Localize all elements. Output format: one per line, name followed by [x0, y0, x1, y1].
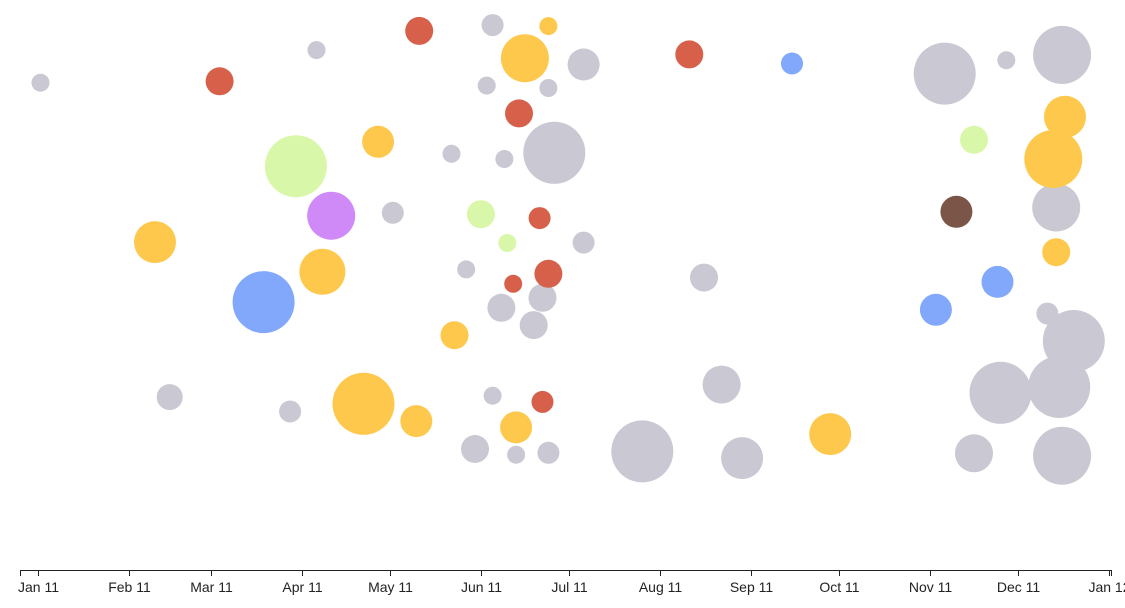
- bubble-point: [505, 99, 533, 128]
- bubble-point: [332, 372, 395, 435]
- bubble-point: [919, 293, 952, 326]
- bubble-point: [960, 125, 988, 154]
- bubble-point: [567, 48, 600, 81]
- bubble-point: [997, 51, 1016, 70]
- x-tick-label: Jan 12: [1088, 579, 1125, 595]
- x-tick-label: Mar 11: [190, 579, 233, 595]
- bubble-point: [299, 248, 346, 295]
- bubbles: [31, 14, 1105, 485]
- bubble-point: [400, 405, 433, 438]
- bubble-point: [498, 234, 517, 252]
- bubble-point: [500, 34, 549, 83]
- bubble-point: [232, 271, 295, 334]
- bubble-point: [1033, 25, 1092, 84]
- x-tick-label: Feb 11: [108, 579, 151, 595]
- bubble-point: [500, 411, 533, 444]
- bubble-point: [461, 435, 489, 463]
- bubble-point: [1033, 426, 1092, 485]
- bubble-point: [534, 259, 563, 288]
- bubble-point: [504, 274, 523, 293]
- bubble-point: [156, 384, 183, 411]
- bubble-point: [572, 231, 595, 254]
- x-tick-label: Sep 11: [730, 579, 774, 595]
- bubble-point: [307, 191, 356, 240]
- bubble-point: [307, 41, 326, 60]
- bubble-point: [523, 121, 586, 184]
- bubble-point: [539, 79, 558, 97]
- bubble-point: [528, 207, 551, 230]
- bubble-point: [442, 144, 461, 163]
- x-tick-label: Jun 11: [461, 579, 502, 595]
- bubble-point: [611, 420, 674, 483]
- x-tick-label: Jan 11: [18, 579, 59, 595]
- x-tick-label: Oct 11: [819, 579, 859, 595]
- bubble-point: [405, 16, 434, 45]
- bubble-point: [539, 17, 558, 36]
- bubble-point: [477, 76, 496, 95]
- x-tick-label: Aug 11: [639, 579, 683, 595]
- bubble-point: [940, 195, 973, 228]
- bubble-point: [809, 413, 852, 456]
- bubble-point: [279, 400, 302, 423]
- bubble-point: [481, 14, 504, 37]
- bubble-point: [495, 150, 514, 168]
- bubble-point: [913, 42, 976, 105]
- bubble-point: [519, 311, 548, 340]
- bubble-point: [1042, 238, 1071, 267]
- bubble-point: [721, 437, 764, 480]
- bubble-point: [31, 73, 50, 92]
- bubble-point: [537, 441, 560, 464]
- bubble-point: [528, 283, 557, 312]
- x-tick-label: May 11: [368, 579, 413, 595]
- bubble-point: [1044, 95, 1086, 138]
- bubble-point: [440, 321, 469, 350]
- bubble-point: [362, 125, 395, 158]
- bubble-point: [969, 361, 1032, 424]
- x-tick-label: Dec 11: [997, 579, 1041, 595]
- bubble-point: [487, 293, 516, 322]
- x-tick-label: Jul 11: [551, 579, 588, 595]
- bubble-point: [457, 260, 476, 279]
- bubble-point: [483, 386, 502, 405]
- bubble-point: [955, 434, 993, 473]
- bubble-point: [507, 445, 526, 464]
- bubble-point: [264, 135, 327, 198]
- bubble-point: [205, 67, 234, 96]
- bubble-point: [531, 390, 554, 413]
- bubble-point: [981, 265, 1014, 298]
- bubble-point: [675, 40, 704, 69]
- x-axis: Jan 11 Feb 11 Mar 11 Apr 11 May 11 Jun 11 Jul …: [18, 570, 1125, 595]
- bubble-point: [690, 263, 718, 292]
- x-tick-label: Nov 11: [909, 579, 953, 595]
- bubble-point: [781, 52, 803, 75]
- x-tick-label: Apr 11: [282, 579, 322, 595]
- bubble-point: [466, 200, 495, 229]
- bubble-point: [134, 221, 176, 264]
- bubble-point: [381, 201, 404, 224]
- bubble-point: [1024, 130, 1083, 188]
- bubble-point: [702, 365, 741, 404]
- bubble-point: [1042, 310, 1105, 372]
- bubble-point: [1032, 183, 1081, 232]
